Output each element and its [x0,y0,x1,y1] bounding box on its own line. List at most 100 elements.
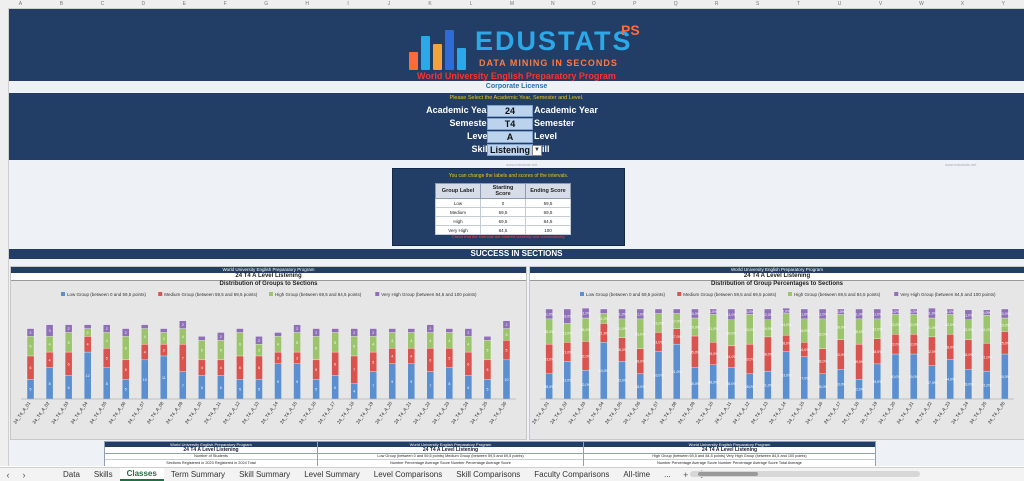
bar-segment[interactable] [255,336,263,345]
table-cell[interactable]: 0 [480,198,526,208]
bar-segment[interactable] [350,328,358,337]
bar-segment[interactable] [891,308,900,315]
bar-segment[interactable] [141,324,149,329]
bar-segment[interactable] [236,328,244,333]
bar-segment[interactable] [103,324,111,333]
add-sheet-icon[interactable]: + [683,469,689,480]
bar-segment[interactable] [691,308,699,319]
column-letter[interactable]: L [469,1,473,7]
tab-skills[interactable]: Skills [93,470,113,479]
bar-segment[interactable] [764,308,772,320]
table-cell[interactable]: Medium [435,207,481,217]
horizontal-scrollbar[interactable] [690,471,920,477]
bar-segment[interactable] [426,324,434,333]
tab-data[interactable]: Data [63,470,80,479]
column-letter[interactable]: J [387,1,391,7]
bar-segment[interactable] [654,308,663,314]
bar-segment[interactable] [782,307,790,314]
column-letter[interactable]: U [837,1,842,7]
bar-segment[interactable] [873,308,881,320]
bar-segment[interactable] [563,308,571,324]
bar-segment[interactable] [160,328,168,333]
bar-segment[interactable] [45,324,54,337]
scrollbar-thumb[interactable] [698,472,758,476]
column-letter[interactable]: K [428,1,432,7]
column-letter[interactable]: P [633,1,637,7]
column-letter[interactable]: B [59,1,64,7]
bar-segment[interactable] [407,328,415,333]
bar-segment[interactable] [837,308,845,315]
bar-segment[interactable] [198,336,206,341]
bar-segment[interactable] [581,307,590,319]
chart-percentages[interactable]: World University English Preparatory Pro… [529,266,1024,440]
column-letter[interactable]: R [714,1,719,7]
bar-segment[interactable] [483,336,492,341]
prev-sheet-icon[interactable]: ‹ [6,469,10,480]
bar-segment[interactable] [636,308,644,320]
more-tabs-icon[interactable]: ... [664,470,671,479]
tab-all-time[interactable]: All-time [623,470,651,479]
bar-segment[interactable] [217,332,225,341]
column-letter[interactable]: F [223,1,227,7]
table-cell[interactable]: Low [435,198,481,208]
column-letter[interactable]: V [878,1,883,7]
bar-segment[interactable] [727,308,736,320]
tab-skill-comparisons[interactable]: Skill Comparisons [456,470,521,479]
column-letter[interactable]: Y [1001,1,1006,7]
table-cell[interactable]: 69,5 [480,216,526,226]
column-letter[interactable]: S [755,1,760,7]
bar-segment[interactable] [369,328,377,337]
column-letter[interactable]: N [551,1,555,7]
column-letter[interactable]: X [960,1,965,7]
tab-faculty-comparisons[interactable]: Faculty Comparisons [534,470,610,479]
column-letter[interactable]: E [182,1,186,7]
bar-segment[interactable] [502,320,511,329]
bar-segment[interactable] [122,328,130,337]
table-cell[interactable]: 69,5 [525,207,571,217]
bar-segment[interactable] [26,328,35,337]
tab-skill-summary[interactable]: Skill Summary [239,470,291,479]
bar-segment[interactable] [274,332,282,337]
bar-segment[interactable] [818,308,827,320]
bar-segment[interactable] [464,328,473,337]
tab-level-comparisons[interactable]: Level Comparisons [373,470,443,479]
bar-segment[interactable] [445,328,454,333]
bar-segment[interactable] [312,328,320,337]
bar-segment[interactable] [964,309,973,320]
column-letter[interactable]: I [347,1,349,7]
table-cell[interactable]: 59,5 [525,198,571,208]
next-sheet-icon[interactable]: › [22,469,26,480]
bar-segment[interactable] [83,324,92,329]
bar-segment[interactable] [179,320,187,329]
bar-segment[interactable] [293,324,301,333]
column-letter[interactable]: H [305,1,309,7]
bar-segment[interactable] [1001,308,1009,319]
bar-segment[interactable] [618,308,626,320]
column-letter[interactable]: C [100,1,105,7]
bar-segment[interactable] [673,308,681,314]
tab-level-summary[interactable]: Level Summary [304,470,360,479]
academic-year-cell[interactable]: 24 [487,105,533,117]
tab-term-summary[interactable]: Term Summary [170,470,226,479]
column-letter[interactable]: W [919,1,924,7]
chart-counts[interactable]: World University English Preparatory Pro… [10,266,527,440]
column-letter[interactable]: T [797,1,801,7]
bar-segment[interactable] [928,307,936,319]
chevron-down-icon[interactable]: ▼ [532,145,542,156]
bar-segment[interactable] [388,328,396,333]
column-letter[interactable]: D [141,1,146,7]
table-cell[interactable]: High [435,216,481,226]
tab-classes[interactable]: Classes [119,468,164,481]
level-cell[interactable]: A [487,131,533,143]
bar-segment[interactable] [800,308,808,320]
bar-segment[interactable] [331,328,339,333]
column-letter[interactable]: O [591,1,596,7]
bar-segment[interactable] [746,308,754,315]
semester-cell[interactable]: T4 [487,118,533,130]
bar-segment[interactable] [910,308,918,315]
bar-segment[interactable] [709,308,717,315]
column-letter[interactable]: G [264,1,269,7]
table-cell[interactable]: 59,5 [480,207,526,217]
bar-segment[interactable] [600,308,608,314]
bar-segment[interactable] [545,308,553,320]
